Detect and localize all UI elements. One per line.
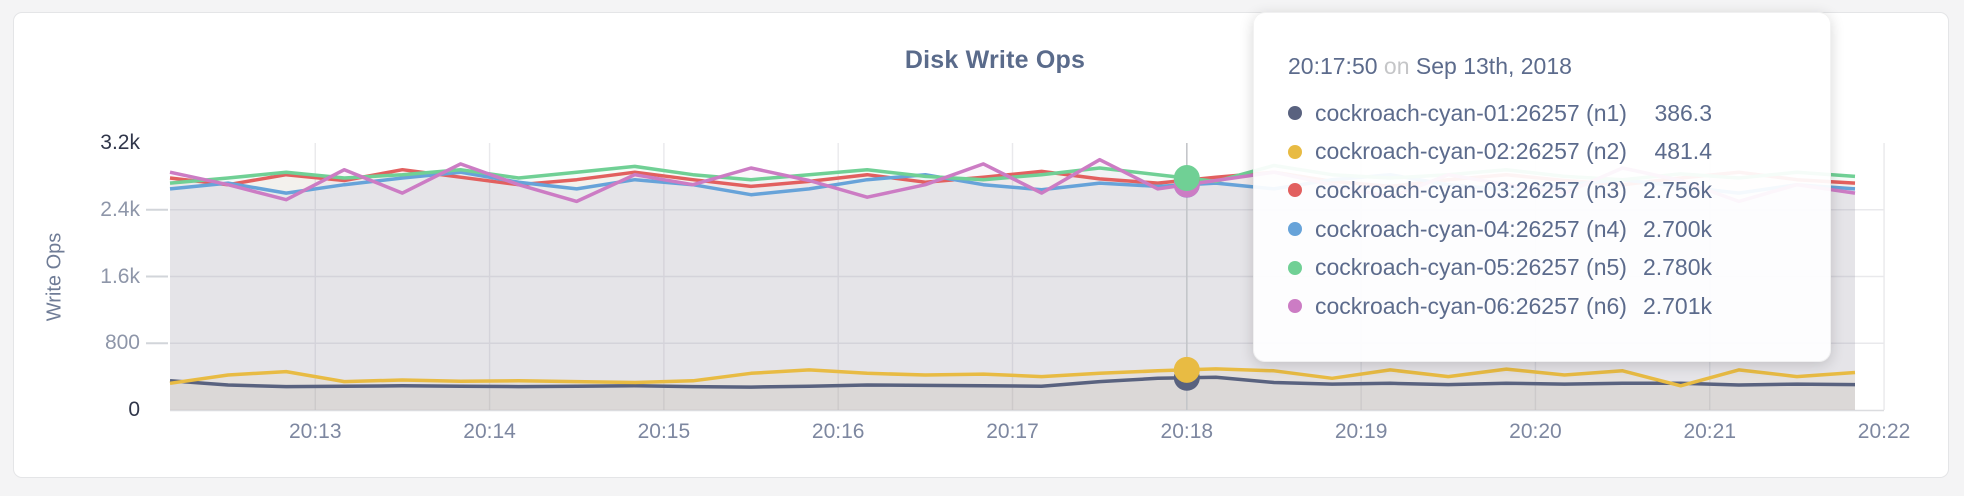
y-tick-label: 1.6k [100, 264, 140, 288]
tooltip-series-row: cockroach-cyan-06:26257 (n6) 2.701k [1288, 287, 1712, 326]
tooltip-header: 20:17:50 on Sep 13th, 2018 [1288, 53, 1830, 80]
y-tick-label: 2.4k [100, 197, 140, 221]
tooltip-series-value: 2.700k [1642, 215, 1712, 242]
x-tick-label: 20:21 [1683, 420, 1737, 443]
x-tick-label: 20:14 [463, 420, 516, 443]
series-color-dot-icon [1288, 222, 1302, 237]
tooltip-series-value: 481.4 [1654, 138, 1712, 165]
tooltip-series-value: 386.3 [1654, 99, 1712, 126]
tooltip-series-row: cockroach-cyan-01:26257 (n1) 386.3 [1288, 94, 1712, 133]
tooltip-series-name: cockroach-cyan-02:26257 (n2) [1315, 138, 1627, 165]
tooltip-time: 20:17:50 [1288, 53, 1378, 79]
x-tick-label: 20:13 [288, 420, 342, 443]
tooltip-series-value: 2.780k [1642, 254, 1712, 281]
x-tick-label: 20:20 [1509, 420, 1562, 443]
x-tick-label: 20:16 [811, 420, 865, 443]
tooltip-series-value: 2.701k [1642, 292, 1712, 319]
chart-hover-tooltip: 20:17:50 on Sep 13th, 2018 cockroach-cya… [1253, 12, 1831, 362]
tooltip-series-name: cockroach-cyan-01:26257 (n1) [1315, 99, 1627, 126]
series-color-dot-icon [1288, 183, 1302, 198]
series-color-dot-icon [1288, 106, 1302, 121]
x-tick-label: 20:17 [986, 420, 1039, 443]
x-tick-label: 20:15 [637, 420, 691, 443]
y-tick-label: 0 [128, 398, 140, 421]
tooltip-series-name: cockroach-cyan-05:26257 (n5) [1315, 254, 1627, 281]
x-tick-label: 20:18 [1160, 420, 1214, 443]
series-area-n2 [170, 368, 1855, 410]
hover-dot-n2 [1173, 356, 1200, 383]
tooltip-date: Sep 13th, 2018 [1415, 53, 1572, 79]
series-line-n2 [169, 367, 1856, 388]
tooltip-series-value: 2.756k [1642, 176, 1712, 203]
tooltip-series-row: cockroach-cyan-05:26257 (n5) 2.780k [1288, 248, 1712, 287]
series-color-dot-icon [1288, 260, 1302, 275]
tooltip-rows: cockroach-cyan-01:26257 (n1) 386.3 cockroa… [1288, 94, 1830, 326]
y-tick-label: 3.2k [100, 131, 140, 154]
chart-title: Disk Write Ops [904, 46, 1086, 74]
tooltip-series-row: cockroach-cyan-04:26257 (n4) 2.700k [1288, 210, 1712, 249]
tooltip-series-name: cockroach-cyan-03:26257 (n3) [1315, 176, 1627, 203]
y-tick-label: 800 [104, 331, 140, 355]
tooltip-conjunction: on [1383, 53, 1410, 79]
tooltip-series-name: cockroach-cyan-04:26257 (n4) [1315, 215, 1627, 242]
series-line-n1 [169, 375, 1856, 389]
series-color-dot-icon [1288, 144, 1302, 159]
tooltip-series-row: cockroach-cyan-02:26257 (n2) 481.4 [1288, 133, 1712, 172]
tooltip-series-name: cockroach-cyan-06:26257 (n6) [1315, 292, 1627, 319]
series-color-dot-icon [1288, 299, 1302, 314]
tooltip-series-row: cockroach-cyan-03:26257 (n3) 2.756k [1288, 171, 1712, 210]
x-tick-label: 20:19 [1334, 420, 1388, 443]
x-tick-label: 20:22 [1857, 420, 1911, 443]
hover-dot-n5 [1173, 165, 1200, 192]
